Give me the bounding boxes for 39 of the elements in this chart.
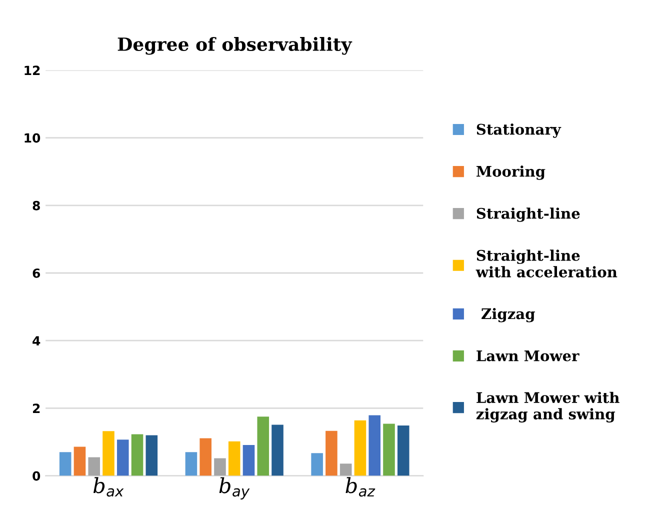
bar	[257, 416, 270, 476]
chart-title: Degree of observability	[118, 37, 352, 55]
bar	[74, 446, 86, 476]
bar	[368, 415, 380, 476]
legend-label: Straight-line	[476, 208, 580, 222]
bar	[131, 434, 144, 476]
bar	[59, 452, 72, 476]
legend-label: Lawn Mower	[476, 350, 580, 362]
bar	[397, 425, 410, 476]
y-tick-label: 8	[32, 200, 40, 210]
y-tick-label: 2	[33, 404, 40, 413]
bar	[340, 464, 352, 476]
x-tick-label: b$_{ay}$	[219, 477, 250, 500]
legend-label: Straight-line with acceleration	[476, 250, 618, 278]
bar	[326, 430, 338, 476]
x-tick-label: b$_{ax}$	[93, 477, 124, 497]
bar	[354, 420, 366, 476]
bar	[311, 453, 323, 476]
y-tick-label: 0	[32, 471, 40, 481]
bar	[214, 458, 226, 476]
y-tick-label: 4	[32, 336, 40, 346]
legend-label: Lawn Mower with zigzag and swing	[476, 392, 620, 422]
bar	[200, 438, 212, 476]
bar	[116, 440, 129, 476]
y-tick-label: 12	[24, 66, 40, 75]
legend-label: Stationary	[476, 124, 562, 138]
bar	[88, 457, 100, 476]
legend-label: Zigzag	[482, 308, 535, 322]
bar	[272, 424, 284, 476]
bar	[102, 431, 114, 476]
x-tick-label: b$_{az}$	[346, 477, 376, 497]
bar	[146, 435, 158, 476]
bar	[242, 445, 255, 476]
legend-label: Mooring	[476, 166, 546, 180]
bar	[228, 441, 240, 476]
bar	[185, 452, 198, 476]
y-tick-label: 10	[24, 133, 40, 143]
bar	[383, 424, 395, 476]
y-tick-label: 6	[32, 268, 40, 278]
